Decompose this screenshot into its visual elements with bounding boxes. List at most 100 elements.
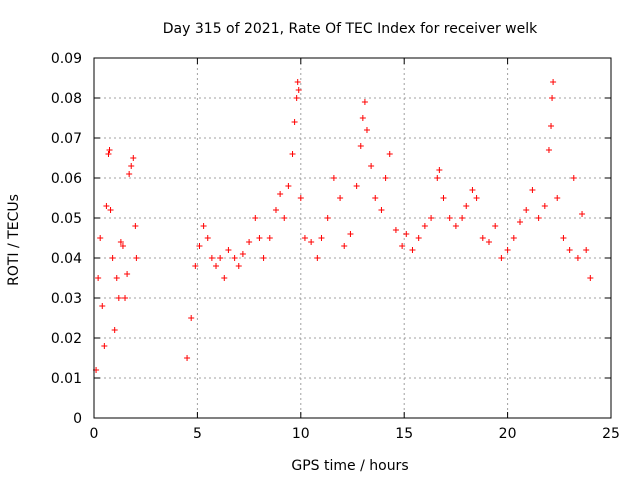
y-tick-label: 0.05: [51, 211, 82, 227]
data-point: [436, 167, 443, 173]
data-point: [368, 163, 375, 169]
data-point: [103, 203, 110, 209]
data-point: [341, 243, 348, 249]
data-point: [523, 207, 530, 213]
data-point: [359, 115, 366, 121]
x-axis-label: GPS time / hours: [291, 458, 408, 474]
x-tick-label: 10: [292, 426, 310, 442]
data-point: [434, 175, 441, 181]
data-point: [235, 263, 242, 269]
data-points: [93, 79, 594, 373]
data-point: [403, 231, 410, 237]
y-tick-label: 0.07: [51, 131, 82, 147]
data-point: [498, 255, 505, 261]
data-point: [452, 223, 459, 229]
data-point: [101, 343, 108, 349]
data-point: [560, 235, 567, 241]
data-point: [109, 255, 116, 261]
data-point: [115, 295, 122, 301]
y-tick-label: 0.08: [51, 91, 82, 107]
data-point: [549, 95, 556, 101]
data-point: [574, 255, 581, 261]
data-point: [246, 239, 253, 245]
data-point: [337, 195, 344, 201]
data-point: [421, 223, 428, 229]
data-point: [409, 247, 416, 253]
data-point: [289, 151, 296, 157]
data-point: [260, 255, 267, 261]
x-tick-label: 15: [395, 426, 413, 442]
data-point: [440, 195, 447, 201]
data-point: [291, 119, 298, 125]
data-point: [95, 275, 102, 281]
data-point: [314, 255, 321, 261]
y-tick-label: 0.09: [51, 51, 82, 67]
data-point: [504, 247, 511, 253]
data-point: [330, 175, 337, 181]
data-point: [272, 207, 279, 213]
data-point: [97, 235, 104, 241]
data-point: [535, 215, 542, 221]
y-tick-label: 0.01: [51, 371, 82, 387]
data-point: [372, 195, 379, 201]
gridlines: [94, 58, 611, 418]
data-point: [217, 255, 224, 261]
data-point: [111, 327, 118, 333]
data-point: [318, 235, 325, 241]
data-point: [392, 227, 399, 233]
data-point: [566, 247, 573, 253]
data-point: [133, 255, 140, 261]
data-point: [293, 95, 300, 101]
data-point: [301, 235, 308, 241]
y-tick-label: 0.02: [51, 331, 82, 347]
data-point: [415, 235, 422, 241]
y-tick-labels: 0 0.01 0.02 0.03 0.04 0.05 0.06 0.07 0.08 0.09: [51, 51, 82, 427]
x-tick-label: 5: [193, 426, 202, 442]
data-point: [529, 187, 536, 193]
data-point: [399, 243, 406, 249]
data-point: [132, 223, 139, 229]
data-point: [510, 235, 517, 241]
y-tick-label: 0.06: [51, 171, 82, 187]
data-point: [252, 215, 259, 221]
data-point: [469, 187, 476, 193]
data-point: [200, 223, 207, 229]
data-point: [587, 275, 594, 281]
x-tick-labels: 0 5 10 15 20 25: [90, 426, 620, 442]
data-point: [106, 147, 113, 153]
data-point: [105, 151, 112, 157]
data-point: [554, 195, 561, 201]
data-point: [550, 79, 557, 85]
data-point: [295, 87, 302, 93]
data-point: [545, 147, 552, 153]
data-point: [204, 235, 211, 241]
y-tick-label: 0.04: [51, 251, 82, 267]
data-point: [541, 203, 548, 209]
data-point: [382, 175, 389, 181]
data-point: [225, 247, 232, 253]
data-point: [353, 183, 360, 189]
data-point: [239, 251, 246, 257]
data-point: [361, 99, 368, 105]
data-point: [473, 195, 480, 201]
data-point: [213, 263, 220, 269]
data-point: [428, 215, 435, 221]
data-point: [386, 151, 393, 157]
x-tick-label: 20: [499, 426, 517, 442]
data-point: [446, 215, 453, 221]
data-point: [285, 183, 292, 189]
data-point: [122, 295, 129, 301]
data-point: [192, 263, 199, 269]
data-point: [256, 235, 263, 241]
data-point: [324, 215, 331, 221]
plot-frame: [93, 57, 612, 419]
data-point: [184, 355, 191, 361]
data-point: [347, 231, 354, 237]
data-point: [281, 215, 288, 221]
data-point: [113, 275, 120, 281]
data-point: [130, 155, 137, 161]
data-point: [208, 255, 215, 261]
data-point: [126, 171, 133, 177]
